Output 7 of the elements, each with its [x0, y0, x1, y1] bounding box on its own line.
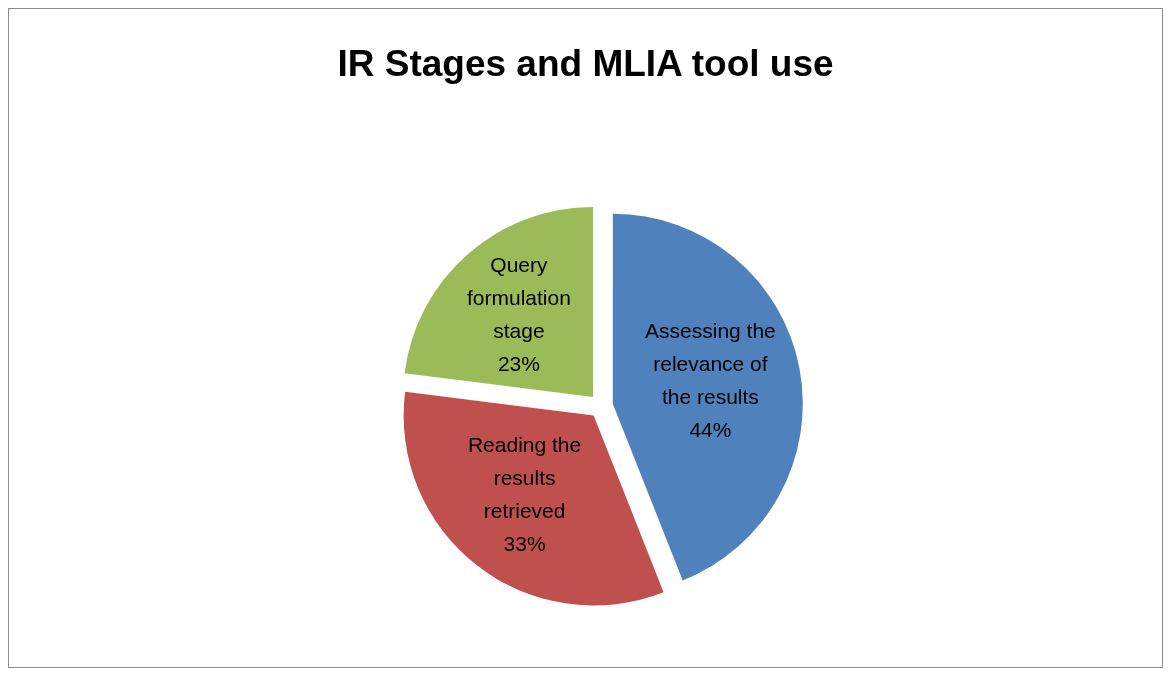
chart-title: IR Stages and MLIA tool use — [336, 43, 835, 85]
data-label: 44% — [689, 417, 732, 441]
data-label: 33% — [503, 531, 546, 555]
data-label: 23% — [497, 351, 540, 375]
slice-label: Reading the results retrieved — [467, 432, 582, 522]
slice-label: Assessing the relevance of the results — [645, 318, 776, 408]
slice-label: Query formulation stage — [467, 252, 571, 342]
